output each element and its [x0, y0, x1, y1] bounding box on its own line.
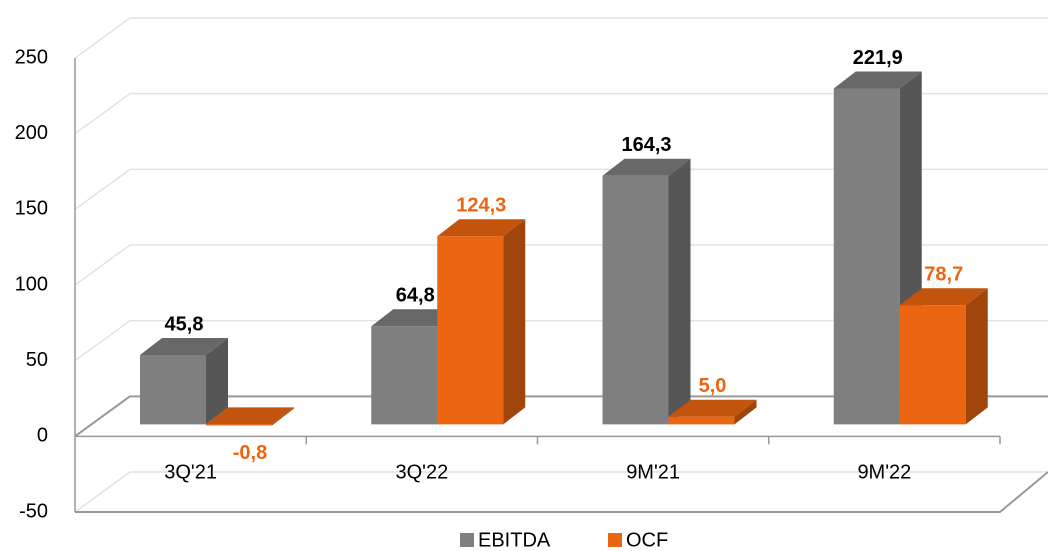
data-label: 164,3 — [621, 134, 671, 156]
bar-top — [206, 407, 294, 425]
grid-line — [74, 395, 1048, 438]
grid-line — [74, 17, 1048, 59]
bar-top — [602, 158, 691, 176]
data-label: 124,3 — [456, 195, 506, 217]
bar-front — [437, 236, 504, 425]
data-label: 78,7 — [924, 264, 963, 286]
y-tick-label: 250 — [15, 46, 48, 68]
bar-front — [833, 88, 900, 425]
bar — [668, 399, 757, 425]
y-tick-label: 200 — [15, 122, 48, 144]
y-tick-label: 50 — [26, 349, 48, 371]
legend-label: EBITDA — [478, 529, 551, 551]
bar-side — [272, 407, 294, 426]
data-label: 64,8 — [396, 285, 435, 307]
bar — [206, 407, 294, 426]
bar-top — [668, 399, 757, 417]
grid-line — [74, 168, 1048, 210]
grid-line — [74, 471, 1048, 513]
x-tick-label: 3Q'21 — [164, 461, 217, 483]
x-tick-label: 9M'22 — [857, 461, 911, 483]
bar — [140, 338, 228, 425]
legend-swatch — [460, 533, 474, 547]
x-tick-label: 9M'21 — [626, 461, 680, 483]
bar-front — [668, 416, 735, 425]
bar-side — [734, 399, 757, 425]
bar-top — [140, 338, 228, 356]
bar-front — [206, 424, 272, 426]
bar-top — [833, 71, 922, 89]
bar-side — [503, 219, 526, 425]
bar-front — [602, 175, 669, 425]
bar-front — [371, 326, 438, 425]
data-label: 5,0 — [699, 375, 727, 397]
bar-side — [206, 338, 228, 425]
bar — [602, 158, 691, 425]
x-tick-label: 3Q'22 — [396, 461, 449, 483]
legend-label: OCF — [626, 529, 668, 551]
bar-side — [965, 288, 988, 425]
bar-side — [668, 158, 691, 425]
grid-line — [74, 244, 1048, 286]
bar-front — [140, 355, 206, 425]
bar-top — [899, 288, 988, 306]
bar — [899, 288, 988, 425]
bar-front — [899, 305, 966, 425]
y-tick-label: 150 — [15, 198, 48, 220]
y-tick-label: 0 — [37, 425, 48, 447]
floor-edge — [75, 471, 1048, 513]
bar — [437, 219, 526, 425]
bar-top — [437, 219, 526, 237]
grid-line — [74, 92, 1048, 135]
data-label: 221,9 — [853, 47, 903, 69]
y-tick-label: 100 — [15, 273, 48, 295]
data-label: 45,8 — [165, 313, 204, 335]
legend-swatch — [608, 533, 622, 547]
y-tick-label: -50 — [19, 500, 48, 522]
data-label: -0,8 — [233, 442, 267, 464]
grid-line — [74, 319, 1048, 362]
